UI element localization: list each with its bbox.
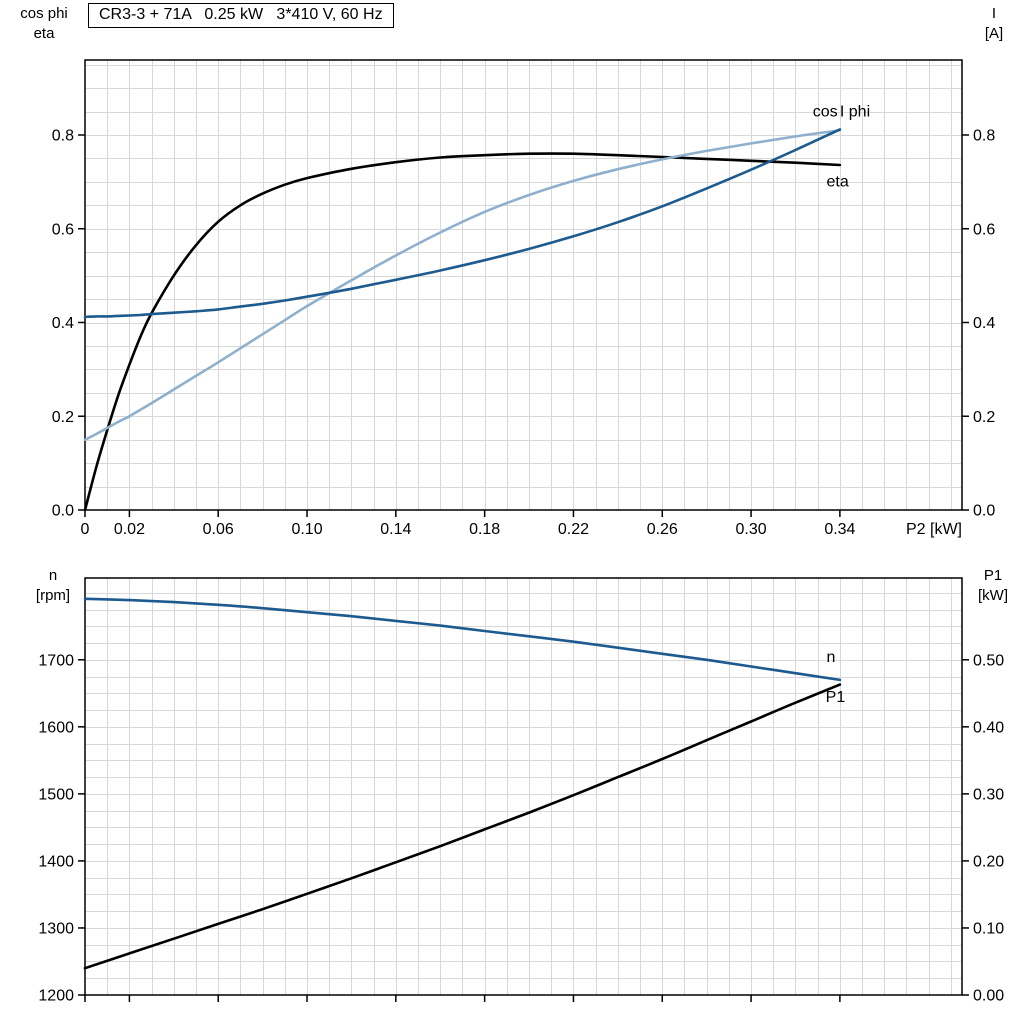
left-tick-label: 1300 xyxy=(38,920,74,937)
axis-label-p1: P1 xyxy=(983,567,1003,584)
bottom-left-axis-label: n [rpm] xyxy=(23,566,83,606)
x-tick-label: 0.06 xyxy=(203,521,234,538)
grid xyxy=(85,60,962,510)
left-tick-label: 1500 xyxy=(38,786,74,803)
axis-label-current-unit: [A] xyxy=(984,25,1004,42)
x-tick-label: 0.26 xyxy=(647,521,678,538)
curve-label-P1: P1 xyxy=(826,689,846,706)
axis-label-eta: eta xyxy=(33,25,55,42)
left-tick-label: 0.2 xyxy=(52,409,74,426)
left-tick-label: 1600 xyxy=(38,719,74,736)
right-tick-label: 0.2 xyxy=(973,409,995,426)
right-tick-label: 0.6 xyxy=(973,221,995,238)
right-tick-label: 0.50 xyxy=(973,652,1004,669)
curve-label-eta: eta xyxy=(827,174,849,191)
series-cos-phi xyxy=(83,129,842,441)
x-tick-label: 0.02 xyxy=(114,521,145,538)
plot-frame xyxy=(84,59,963,511)
right-tick-label: 0.0 xyxy=(973,503,995,520)
right-tick-label: 0.10 xyxy=(973,920,1004,937)
axis-label-current: I xyxy=(991,5,997,22)
curve-label-n: n xyxy=(827,649,836,666)
axis-label-cos-phi: cos phi xyxy=(20,5,68,22)
series-n xyxy=(83,597,842,682)
right-tick-label: 0.8 xyxy=(973,128,995,145)
chart-0: 0 0.02 0.06 0.10 0.14 0.18 0.22 0.26 0.30 0.34 0.0… xyxy=(52,59,996,539)
curve-label-phi: phi xyxy=(849,103,870,120)
x-axis-title: P2 [kW] xyxy=(906,521,962,538)
tick-labels: 1200 1300 1400 1500 1600 1700 0.00 0.10 0.20 0.30… xyxy=(38,652,1004,1004)
right-tick-label: 0.00 xyxy=(973,988,1004,1005)
x-tick-label: 0.18 xyxy=(469,521,500,538)
top-left-axis-label: cos phi eta xyxy=(2,4,86,44)
right-tick-label: 0.30 xyxy=(973,786,1004,803)
ticks xyxy=(78,659,969,1002)
left-tick-label: 0.0 xyxy=(52,503,74,520)
x-tick-label: 0 xyxy=(81,521,90,538)
left-tick-label: 0.8 xyxy=(52,128,74,145)
chart-1: 1200 1300 1400 1500 1600 1700 0.00 0.10 0.20 0.30… xyxy=(38,577,1004,1005)
curve-label-I: I xyxy=(840,103,844,120)
x-tick-label: 0.34 xyxy=(824,521,855,538)
left-tick-label: 1400 xyxy=(38,853,74,870)
tick-labels: 0 0.02 0.06 0.10 0.14 0.18 0.22 0.26 0.30 0.34 0.0… xyxy=(52,128,996,539)
axis-label-p1-unit: [kW] xyxy=(978,587,1008,604)
right-tick-label: 0.4 xyxy=(973,315,995,332)
right-tick-label: 0.20 xyxy=(973,853,1004,870)
series-eta xyxy=(83,152,842,512)
bottom-right-axis-label: P1 [kW] xyxy=(965,566,1021,606)
x-tick-label: 0.14 xyxy=(380,521,411,538)
series-I xyxy=(83,128,842,319)
axis-label-speed: n xyxy=(48,567,58,584)
axis-label-speed-unit: [rpm] xyxy=(35,587,71,604)
top-right-axis-label: I [A] xyxy=(967,4,1021,44)
ticks xyxy=(78,134,969,517)
left-tick-label: 1700 xyxy=(38,652,74,669)
left-tick-label: 0.4 xyxy=(52,315,74,332)
x-tick-label: 0.22 xyxy=(558,521,589,538)
left-tick-label: 0.6 xyxy=(52,221,74,238)
x-tick-label: 0.10 xyxy=(291,521,322,538)
series-P1 xyxy=(83,683,842,970)
right-tick-label: 0.40 xyxy=(973,719,1004,736)
x-tick-label: 0.30 xyxy=(736,521,767,538)
curve-label-cos: cos xyxy=(813,103,838,120)
grid xyxy=(85,578,962,995)
left-tick-label: 1200 xyxy=(38,988,74,1005)
chart-title: CR3-3 + 71A 0.25 kW 3*410 V, 60 Hz xyxy=(88,3,394,28)
plot-frame xyxy=(84,577,963,996)
